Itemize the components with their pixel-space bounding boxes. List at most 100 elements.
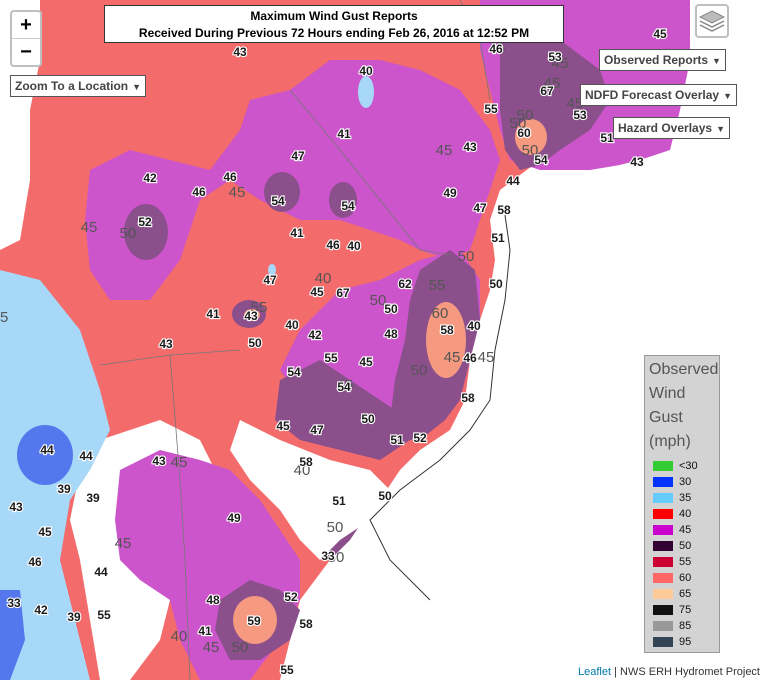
station-report[interactable]: 50	[360, 411, 376, 427]
layers-button[interactable]	[695, 4, 729, 38]
station-report[interactable]: 33	[6, 595, 22, 611]
station-report[interactable]: 55	[96, 607, 112, 623]
station-report[interactable]: 51	[389, 432, 405, 448]
station-report[interactable]: 46	[462, 350, 478, 366]
station-report[interactable]: 55	[483, 101, 499, 117]
contour-label: 50	[327, 519, 344, 536]
station-report[interactable]: 44	[505, 173, 521, 189]
contour-label: 45	[478, 349, 495, 366]
station-report[interactable]: 46	[325, 237, 341, 253]
station-report[interactable]: 45	[358, 354, 374, 370]
zoom-in-button[interactable]: +	[20, 14, 32, 36]
station-report[interactable]: 43	[629, 154, 645, 170]
station-report[interactable]: 50	[377, 488, 393, 504]
station-report[interactable]: 33	[320, 548, 336, 564]
station-report[interactable]: 51	[490, 230, 506, 246]
station-report[interactable]: 42	[33, 602, 49, 618]
station-report[interactable]: 43	[243, 308, 259, 324]
gust-zone-60-coastal	[426, 302, 466, 378]
contour-label: 50	[510, 115, 527, 132]
station-report[interactable]: 43	[158, 336, 174, 352]
station-report[interactable]: 40	[358, 63, 374, 79]
station-report[interactable]: 43	[8, 499, 24, 515]
station-report[interactable]: 49	[442, 185, 458, 201]
contour-label: 50	[370, 292, 387, 309]
station-report[interactable]: 54	[533, 152, 549, 168]
station-report[interactable]: 54	[286, 364, 302, 380]
legend-swatch	[653, 621, 673, 631]
station-report[interactable]: 44	[93, 564, 109, 580]
legend-swatch	[653, 541, 673, 551]
station-report[interactable]: 41	[205, 306, 221, 322]
station-report[interactable]: 46	[191, 184, 207, 200]
station-report[interactable]: 44	[39, 442, 55, 458]
station-report[interactable]: 39	[66, 609, 82, 625]
station-report[interactable]: 59	[246, 613, 262, 629]
station-report[interactable]: 42	[307, 327, 323, 343]
station-report[interactable]: 45	[275, 418, 291, 434]
hazard-overlays-dropdown[interactable]: Hazard Overlays ▼	[613, 117, 730, 139]
station-report[interactable]: 52	[137, 214, 153, 230]
station-report[interactable]: 53	[572, 107, 588, 123]
station-report[interactable]: 51	[599, 130, 615, 146]
station-report[interactable]: 40	[284, 317, 300, 333]
zoom-out-button[interactable]: −	[12, 38, 40, 65]
station-report[interactable]: 58	[496, 202, 512, 218]
station-report[interactable]: 58	[298, 454, 314, 470]
station-report[interactable]: 50	[488, 276, 504, 292]
state-border-3	[289, 89, 451, 256]
station-report[interactable]: 58	[460, 390, 476, 406]
station-report[interactable]: 46	[222, 169, 238, 185]
station-report[interactable]: 67	[539, 83, 555, 99]
station-report[interactable]: 43	[232, 44, 248, 60]
station-report[interactable]: 45	[652, 26, 668, 42]
station-report[interactable]: 39	[85, 490, 101, 506]
station-report[interactable]: 55	[323, 350, 339, 366]
station-report[interactable]: 46	[488, 41, 504, 57]
station-report[interactable]: 43	[151, 453, 167, 469]
station-report[interactable]: 47	[309, 422, 325, 438]
station-report[interactable]: 67	[335, 285, 351, 301]
station-report[interactable]: 48	[383, 326, 399, 342]
station-report[interactable]: 58	[298, 616, 314, 632]
station-report[interactable]: 47	[290, 148, 306, 164]
station-report[interactable]: 54	[270, 193, 286, 209]
leaflet-link[interactable]: Leaflet	[578, 666, 612, 678]
station-report[interactable]: 49	[226, 510, 242, 526]
station-report[interactable]: 51	[331, 493, 347, 509]
station-report[interactable]: 54	[336, 379, 352, 395]
station-report[interactable]: 40	[346, 238, 362, 254]
station-report[interactable]: 40	[466, 318, 482, 334]
station-report[interactable]: 60	[516, 125, 532, 141]
station-report[interactable]: 47	[472, 200, 488, 216]
station-report[interactable]: 54	[340, 198, 356, 214]
zoom-to-location-dropdown[interactable]: Zoom To a Location ▼	[10, 75, 147, 97]
station-report[interactable]: 45	[37, 524, 53, 540]
contour-label: 45	[544, 75, 561, 92]
station-report[interactable]: 41	[336, 126, 352, 142]
station-report[interactable]: 43	[462, 139, 478, 155]
station-report[interactable]: 42	[142, 170, 158, 186]
station-report[interactable]: 52	[283, 589, 299, 605]
ndfd-overlay-dropdown[interactable]: NDFD Forecast Overlay ▼	[580, 84, 737, 106]
station-report[interactable]: 41	[289, 225, 305, 241]
map-canvas[interactable]: 4550454555405060504545404550454550404550…	[0, 0, 733, 680]
observed-reports-dropdown[interactable]: Observed Reports ▼	[599, 49, 726, 71]
attribution-text: | NWS ERH Hydromet Project	[611, 666, 760, 678]
station-report[interactable]: 45	[309, 284, 325, 300]
legend-label: 75	[679, 604, 692, 616]
station-report[interactable]: 62	[397, 276, 413, 292]
station-report[interactable]: 58	[439, 322, 455, 338]
station-report[interactable]: 41	[197, 623, 213, 639]
station-report[interactable]: 50	[247, 335, 263, 351]
contour-label: 40	[171, 628, 188, 645]
station-report[interactable]: 55	[279, 662, 295, 678]
station-report[interactable]: 52	[412, 430, 428, 446]
station-report[interactable]: 44	[78, 448, 94, 464]
station-report[interactable]: 46	[27, 554, 43, 570]
station-report[interactable]: 50	[383, 301, 399, 317]
station-report[interactable]: 53	[547, 49, 563, 65]
station-report[interactable]: 39	[56, 481, 72, 497]
station-report[interactable]: 48	[205, 592, 221, 608]
station-report[interactable]: 47	[262, 272, 278, 288]
